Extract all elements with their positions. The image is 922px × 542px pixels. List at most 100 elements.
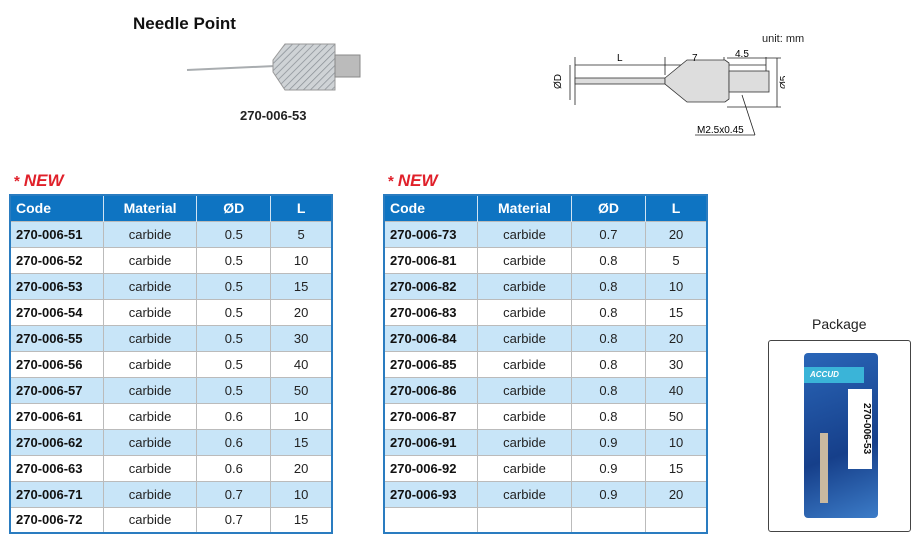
table-cell: 15 bbox=[270, 272, 333, 299]
table-cell: carbide bbox=[103, 324, 198, 351]
table-row: 270-006-87 carbide 0.8 50 bbox=[384, 402, 708, 429]
table-cell: 0.8 bbox=[571, 272, 647, 299]
table-cell: 20 bbox=[645, 480, 708, 507]
table-row bbox=[384, 506, 708, 533]
table-cell: carbide bbox=[477, 272, 572, 299]
table-cell: 15 bbox=[645, 298, 708, 325]
table-cell: 270-006-91 bbox=[384, 428, 479, 455]
table-cell: carbide bbox=[103, 246, 198, 273]
table-cell: 270-006-54 bbox=[10, 298, 104, 325]
column-header: Material bbox=[477, 195, 572, 221]
column-header: ØD bbox=[196, 195, 272, 221]
column-header: L bbox=[645, 195, 708, 221]
column-header: Code bbox=[10, 195, 104, 221]
unit-label: unit: mm bbox=[762, 33, 805, 45]
table-cell: 270-006-86 bbox=[384, 376, 479, 403]
table-cell: 0.6 bbox=[196, 454, 272, 481]
column-header: Material bbox=[103, 195, 198, 221]
product-title: Needle Point bbox=[133, 14, 236, 33]
package-label: Package bbox=[812, 316, 867, 332]
table-cell: 0.7 bbox=[196, 480, 272, 507]
table-row: 270-006-72 carbide 0.7 15 bbox=[10, 506, 333, 533]
table-cell: 50 bbox=[645, 402, 708, 429]
table-cell: carbide bbox=[103, 454, 198, 481]
table-row: 270-006-57 carbide 0.5 50 bbox=[10, 376, 333, 403]
needle-point-image bbox=[186, 43, 361, 91]
table-cell: 270-006-82 bbox=[384, 272, 479, 299]
table-cell: 270-006-51 bbox=[10, 220, 104, 247]
table-cell: 10 bbox=[645, 428, 708, 455]
table-cell: 10 bbox=[645, 272, 708, 299]
table-cell: 270-006-83 bbox=[384, 298, 479, 325]
table-cell: 5 bbox=[645, 246, 708, 273]
table-cell: carbide bbox=[103, 350, 198, 377]
table-cell: carbide bbox=[103, 428, 198, 455]
table-cell bbox=[477, 506, 572, 533]
table-row: 270-006-56 carbide 0.5 40 bbox=[10, 350, 333, 377]
table-row: 270-006-51 carbide 0.5 5 bbox=[10, 220, 333, 247]
table-cell: 0.6 bbox=[196, 402, 272, 429]
table-cell: 10 bbox=[270, 402, 333, 429]
table-cell: carbide bbox=[103, 506, 198, 533]
table-row: 270-006-83 carbide 0.8 15 bbox=[384, 298, 708, 325]
table-cell: carbide bbox=[103, 480, 198, 507]
table-cell: 10 bbox=[270, 480, 333, 507]
table-row: 270-006-55 carbide 0.5 30 bbox=[10, 324, 333, 351]
table-cell: carbide bbox=[103, 402, 198, 429]
table-cell: 270-006-71 bbox=[10, 480, 104, 507]
table-cell: 0.9 bbox=[571, 454, 647, 481]
table-cell bbox=[384, 506, 479, 533]
table-cell: carbide bbox=[103, 272, 198, 299]
dim-l: L bbox=[617, 53, 623, 64]
table-cell: 15 bbox=[270, 506, 333, 533]
table-cell bbox=[571, 506, 647, 533]
table-row: 270-006-92 carbide 0.9 15 bbox=[384, 454, 708, 481]
table-row: 270-006-91 carbide 0.9 10 bbox=[384, 428, 708, 455]
table-row: 270-006-86 carbide 0.8 40 bbox=[384, 376, 708, 403]
table-cell: carbide bbox=[477, 402, 572, 429]
dim-4-5: 4.5 bbox=[735, 49, 749, 60]
dimension-drawing: L 7 4.5 ØD Ø5 M2.5x0.45 bbox=[553, 49, 785, 136]
table-cell: 0.5 bbox=[196, 272, 272, 299]
table-row: 270-006-61 carbide 0.6 10 bbox=[10, 402, 333, 429]
table-cell: carbide bbox=[477, 220, 572, 247]
table-cell: 10 bbox=[270, 246, 333, 273]
table-cell: 270-006-62 bbox=[10, 428, 104, 455]
product-code: 270-006-53 bbox=[240, 108, 307, 123]
table-cell: carbide bbox=[103, 376, 198, 403]
thread-spec: M2.5x0.45 bbox=[697, 125, 744, 136]
table-header: Code Material ØD L bbox=[10, 195, 333, 221]
table-cell: 0.8 bbox=[571, 246, 647, 273]
table-cell: carbide bbox=[477, 428, 572, 455]
new-badge: * NEW bbox=[14, 171, 64, 190]
table-cell: 270-006-53 bbox=[10, 272, 104, 299]
table-cell: 0.9 bbox=[571, 480, 647, 507]
table-cell: 0.8 bbox=[571, 298, 647, 325]
table-cell: 0.8 bbox=[571, 402, 647, 429]
table-cell: 270-006-84 bbox=[384, 324, 479, 351]
table-cell bbox=[645, 506, 708, 533]
dim-7: 7 bbox=[692, 53, 698, 64]
dim-d: ØD bbox=[553, 74, 564, 89]
table-cell: 270-006-72 bbox=[10, 506, 104, 533]
table-cell: 270-006-52 bbox=[10, 246, 104, 273]
table-cell: 270-006-73 bbox=[384, 220, 479, 247]
table-row: 270-006-85 carbide 0.8 30 bbox=[384, 350, 708, 377]
table-cell: 270-006-81 bbox=[384, 246, 479, 273]
table-cell: 0.7 bbox=[571, 220, 647, 247]
table-cell: carbide bbox=[103, 298, 198, 325]
table-cell: 20 bbox=[270, 454, 333, 481]
table-cell: 270-006-56 bbox=[10, 350, 104, 377]
table-row: 270-006-82 carbide 0.8 10 bbox=[384, 272, 708, 299]
table-cell: carbide bbox=[477, 480, 572, 507]
table-cell: 40 bbox=[645, 376, 708, 403]
table-cell: 270-006-55 bbox=[10, 324, 104, 351]
table-row: 270-006-73 carbide 0.7 20 bbox=[384, 220, 708, 247]
package-image: ACCUD 270-006-53 bbox=[768, 340, 911, 532]
table-cell: carbide bbox=[477, 350, 572, 377]
table-row: 270-006-54 carbide 0.5 20 bbox=[10, 298, 333, 325]
table-cell: 270-006-63 bbox=[10, 454, 104, 481]
table-cell: 0.5 bbox=[196, 220, 272, 247]
table-row: 270-006-84 carbide 0.8 20 bbox=[384, 324, 708, 351]
table-row: 270-006-53 carbide 0.5 15 bbox=[10, 272, 333, 299]
